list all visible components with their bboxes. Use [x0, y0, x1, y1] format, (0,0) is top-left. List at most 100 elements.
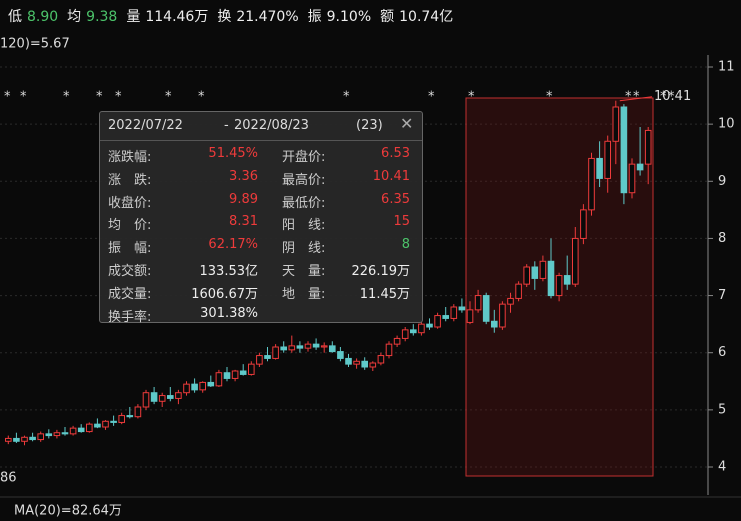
- marker: *: [4, 90, 11, 105]
- close-button[interactable]: ✕: [400, 114, 414, 133]
- candle-body: [296, 345, 304, 349]
- candle-body: [175, 392, 182, 399]
- tip-value: 301.38%: [200, 305, 258, 321]
- candle-body: [329, 345, 336, 353]
- tip-value: 6.53: [381, 146, 410, 161]
- tip-value: 62.17%: [208, 237, 258, 253]
- candle-body: [474, 295, 482, 311]
- header-value: 8.90: [27, 9, 59, 25]
- marker: *: [96, 90, 103, 105]
- candle-body: [604, 140, 612, 179]
- candle-body: [126, 415, 134, 418]
- y-tick-label: 10: [718, 117, 735, 132]
- tip-label: 最低价:: [282, 195, 326, 211]
- tip-label: 均 价:: [108, 218, 152, 234]
- candle-body: [353, 360, 360, 365]
- candle-body: [223, 372, 231, 379]
- marker: *: [165, 90, 172, 105]
- tip-value: 8: [401, 237, 410, 253]
- tip-value: 10.41: [372, 168, 410, 184]
- header-label: 低: [8, 9, 22, 25]
- candle-body: [264, 355, 271, 359]
- marker: *: [546, 90, 553, 105]
- tip-label: 阳 线:: [282, 218, 326, 234]
- candle-body: [644, 129, 652, 165]
- marker: *: [63, 90, 70, 105]
- candle-body: [377, 355, 385, 364]
- candle-body: [499, 303, 506, 328]
- candle-body: [466, 309, 474, 323]
- candle-body: [110, 420, 117, 423]
- candle-body: [134, 406, 142, 418]
- divider: [100, 140, 422, 141]
- tip-value: 15: [393, 214, 410, 230]
- candle-body: [588, 157, 595, 211]
- tip-label: 天 量:: [282, 264, 326, 279]
- tip-label: 地 量:: [282, 286, 326, 302]
- tip-value: 9.89: [229, 191, 258, 207]
- tip-label: 收盘价:: [108, 195, 152, 211]
- candle-body: [482, 295, 490, 322]
- candle-body: [458, 306, 466, 311]
- candle-body: [434, 315, 441, 328]
- candle-body: [183, 383, 190, 394]
- header-label: 振: [307, 9, 322, 25]
- candle-body: [86, 423, 93, 433]
- candle-body: [572, 237, 579, 285]
- tip-label: 成交量:: [108, 286, 152, 302]
- candle-body: [150, 392, 158, 402]
- ma-bottom: MA(20)=82.64万: [14, 504, 122, 519]
- candle-body: [507, 297, 514, 305]
- tip-label: 成交额:: [108, 264, 152, 279]
- candle-body: [531, 266, 539, 279]
- tip-value: 6.35: [381, 191, 410, 207]
- tip-value: 133.53亿: [199, 264, 259, 279]
- candle-body: [515, 283, 522, 299]
- candle-body: [426, 323, 433, 328]
- marker: *: [343, 90, 350, 105]
- candle-body: [288, 345, 296, 351]
- candle-body: [563, 275, 571, 285]
- candle-body: [410, 329, 417, 334]
- candle-body: [94, 423, 101, 428]
- y-tick-label: 9: [718, 174, 726, 189]
- candle-body: [401, 329, 409, 339]
- ma-left: 86: [0, 471, 17, 486]
- y-tick-label: 5: [718, 402, 726, 417]
- tip-value: 11.45万: [359, 286, 410, 302]
- candle-body: [231, 370, 239, 379]
- candle-body: [272, 346, 279, 359]
- header-value: 10.74亿: [399, 9, 454, 25]
- header-value: 9.10%: [326, 9, 372, 25]
- candle-body: [248, 363, 255, 375]
- candle-body: [142, 392, 150, 408]
- header-label: 量: [126, 9, 141, 25]
- tip-label: 涨跌幅:: [108, 150, 152, 165]
- candle-body: [636, 163, 644, 171]
- tip-label: 涨 跌:: [108, 172, 152, 188]
- start-date[interactable]: 2022/07/22: [108, 118, 183, 133]
- candle-body: [369, 362, 377, 368]
- count: (23): [356, 118, 383, 133]
- candle-body: [361, 360, 368, 368]
- quote-header: 低 8.90 均 9.38 量 114.46万换 21.470% 振 9.10% 额 10.74亿: [8, 6, 462, 26]
- candle-body: [385, 343, 393, 357]
- tip-label: 换手率:: [108, 309, 152, 325]
- marker: *: [468, 90, 475, 105]
- candle-body: [199, 381, 206, 391]
- candle-body: [547, 260, 555, 297]
- candle-body: [191, 383, 198, 391]
- tip-value: 1606.67万: [191, 286, 258, 302]
- candle-body: [580, 209, 587, 239]
- candle-body: [61, 432, 69, 435]
- tip-label: 开盘价:: [282, 150, 326, 165]
- candle-body: [418, 323, 425, 334]
- marker: *: [625, 90, 632, 105]
- header-value: 21.470%: [236, 9, 299, 25]
- header-label: 额: [380, 9, 395, 25]
- candle-body: [256, 355, 263, 365]
- candle-body: [77, 427, 85, 433]
- end-date[interactable]: 2022/08/23: [234, 118, 309, 133]
- candle-body: [239, 370, 247, 375]
